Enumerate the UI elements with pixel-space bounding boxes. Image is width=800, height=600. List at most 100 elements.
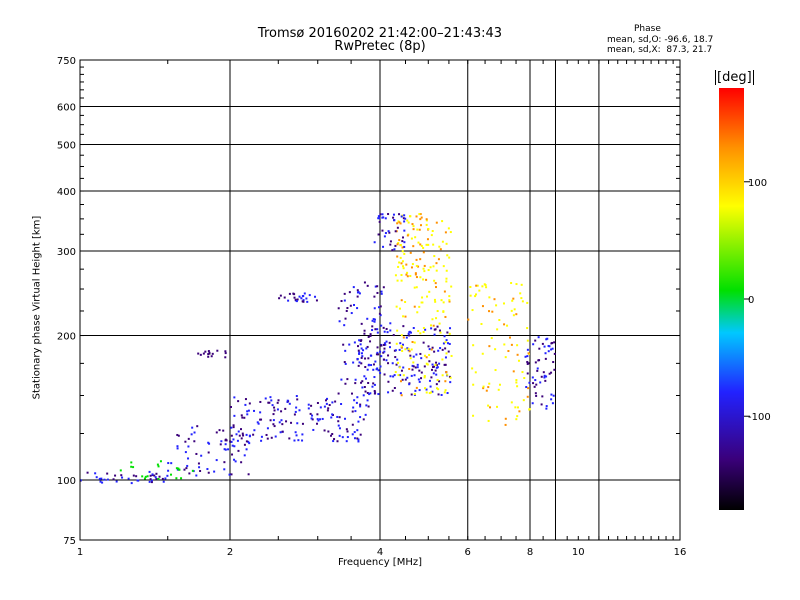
data-point bbox=[300, 297, 303, 300]
data-point bbox=[449, 381, 452, 384]
data-point bbox=[396, 279, 399, 282]
data-point bbox=[448, 342, 451, 345]
data-point bbox=[367, 364, 370, 367]
data-point bbox=[432, 324, 435, 327]
data-point bbox=[372, 363, 375, 366]
data-point bbox=[309, 412, 312, 415]
data-point bbox=[200, 454, 203, 457]
data-point bbox=[195, 452, 198, 455]
data-point bbox=[207, 471, 210, 474]
data-point bbox=[412, 225, 415, 228]
data-point bbox=[401, 343, 404, 346]
data-point bbox=[535, 394, 538, 397]
colorbar-tick-label: 0 bbox=[748, 295, 754, 306]
data-point bbox=[415, 264, 418, 267]
data-point bbox=[523, 377, 526, 380]
data-point bbox=[516, 353, 519, 356]
data-point bbox=[419, 332, 422, 335]
data-point bbox=[158, 475, 161, 478]
y-tick-label: 200 bbox=[57, 332, 76, 343]
data-point bbox=[321, 417, 324, 420]
data-point bbox=[526, 372, 529, 375]
data-point bbox=[295, 406, 298, 409]
data-point bbox=[445, 269, 448, 272]
data-point bbox=[243, 443, 246, 446]
data-point bbox=[441, 220, 444, 223]
data-point bbox=[148, 470, 151, 473]
data-point bbox=[354, 382, 357, 385]
data-point bbox=[425, 243, 428, 246]
data-point bbox=[381, 229, 384, 232]
data-point bbox=[401, 250, 404, 253]
data-point bbox=[430, 234, 433, 237]
data-point bbox=[269, 419, 272, 422]
data-point bbox=[538, 347, 541, 350]
data-point bbox=[383, 373, 386, 376]
data-point bbox=[400, 262, 403, 265]
data-point bbox=[298, 409, 301, 412]
data-point bbox=[444, 315, 447, 318]
data-point bbox=[441, 374, 444, 377]
data-point bbox=[434, 369, 437, 372]
data-point bbox=[509, 336, 512, 339]
data-point bbox=[395, 342, 398, 345]
data-point bbox=[303, 292, 306, 295]
data-point bbox=[323, 405, 326, 408]
data-point bbox=[187, 457, 190, 460]
data-point bbox=[213, 470, 216, 473]
y-tick-label: 500 bbox=[57, 141, 76, 152]
data-point bbox=[517, 359, 520, 362]
data-point bbox=[396, 329, 399, 332]
data-point bbox=[178, 468, 181, 471]
data-point bbox=[367, 357, 370, 360]
phase-stats-heading: Phase bbox=[634, 24, 661, 34]
data-point bbox=[177, 434, 180, 437]
data-point bbox=[272, 413, 275, 416]
data-point bbox=[394, 230, 397, 233]
data-point bbox=[418, 305, 421, 308]
data-point bbox=[293, 296, 296, 299]
data-point bbox=[480, 322, 483, 325]
data-point bbox=[383, 342, 386, 345]
data-point bbox=[327, 430, 330, 433]
data-point bbox=[512, 297, 515, 300]
data-point bbox=[306, 300, 309, 303]
data-point bbox=[553, 352, 556, 355]
data-point bbox=[408, 368, 411, 371]
data-point bbox=[378, 220, 381, 223]
data-point bbox=[547, 344, 550, 347]
data-point bbox=[416, 363, 419, 366]
data-point bbox=[419, 276, 422, 279]
data-point bbox=[310, 404, 313, 407]
data-point bbox=[488, 296, 491, 299]
data-point bbox=[307, 403, 310, 406]
data-point bbox=[515, 283, 518, 286]
data-point bbox=[312, 428, 315, 431]
data-point bbox=[404, 217, 407, 220]
data-point bbox=[247, 409, 250, 412]
data-point bbox=[520, 297, 523, 300]
data-point bbox=[369, 392, 372, 395]
data-point bbox=[430, 391, 433, 394]
data-point bbox=[389, 240, 392, 243]
data-point bbox=[301, 439, 304, 442]
data-point bbox=[498, 383, 501, 386]
data-point bbox=[266, 437, 269, 440]
data-point bbox=[436, 379, 439, 382]
x-tick-label: 10 bbox=[572, 547, 585, 558]
data-point bbox=[293, 439, 296, 442]
data-point bbox=[526, 301, 529, 304]
data-point bbox=[400, 394, 403, 397]
data-point bbox=[532, 382, 535, 385]
data-point bbox=[400, 274, 403, 277]
data-point bbox=[356, 437, 359, 440]
data-point bbox=[207, 350, 210, 353]
data-point bbox=[308, 294, 311, 297]
data-point bbox=[449, 231, 452, 234]
data-point bbox=[216, 349, 219, 352]
data-point bbox=[488, 382, 491, 385]
data-point bbox=[311, 418, 314, 421]
data-point bbox=[481, 285, 484, 288]
data-point bbox=[438, 329, 441, 332]
data-point bbox=[143, 477, 146, 480]
